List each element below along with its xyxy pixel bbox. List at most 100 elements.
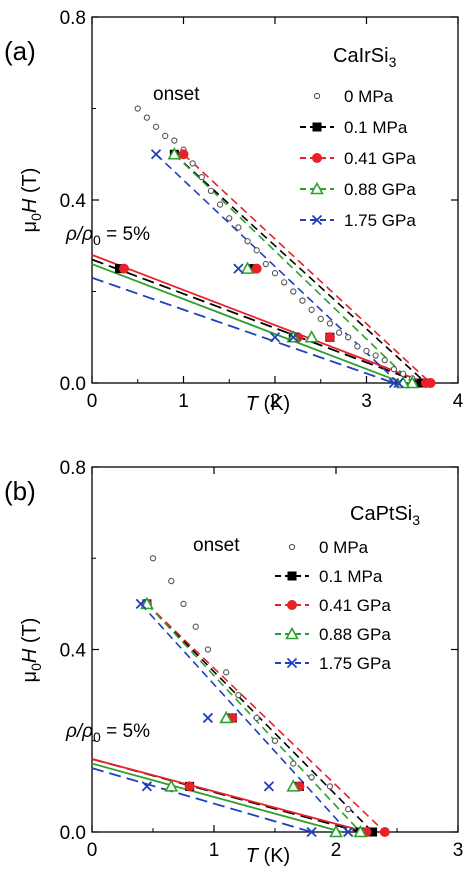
data-point-onset (326, 783, 334, 790)
data-point-onset (167, 147, 182, 160)
data-point-onset (189, 160, 196, 167)
ratio-fit-line (91, 258, 422, 384)
series-0-mpa (134, 105, 416, 382)
data-point-onset (135, 598, 146, 610)
x-axis-unit: (K) (258, 845, 290, 867)
y-axis-title: μ0H (T) (19, 168, 44, 233)
ratio-subscript: 0 (93, 729, 101, 745)
cross-stroke (233, 263, 244, 274)
legend-label: 0 MPa (319, 538, 369, 557)
panel-b: 0 1 2 30.00.40.8T (K)μ0H (T)(b)CaPtSi3onset… (4, 458, 463, 867)
data-point-onset (308, 306, 315, 313)
data-point-onset (343, 826, 354, 838)
y-tick-label: 0.4 (60, 191, 87, 212)
cross-stroke (141, 781, 153, 792)
y-axis-unit: (T) (19, 618, 41, 649)
data-point-onset (280, 279, 288, 286)
legend-marker (312, 153, 322, 163)
y-axis-symbol: H (19, 198, 41, 213)
data-point-onset (290, 288, 297, 295)
x-tick-label: 0 (87, 840, 98, 861)
data-point-onset (253, 247, 260, 254)
legend-marker (288, 543, 296, 551)
data-point-onset (152, 123, 160, 130)
x-axis-title: T (K) (246, 393, 290, 415)
compound-base: CaPtSi (350, 503, 412, 525)
y-axis-unit: (T) (19, 168, 41, 199)
ratio-label: ρ/ρ0 = 5% (65, 224, 150, 248)
x-tick-label: 4 (453, 391, 464, 412)
legend-marker (286, 657, 298, 669)
data-point-onset (235, 224, 242, 231)
x-tick-label: 0 (87, 391, 98, 412)
cross-stroke (286, 657, 298, 669)
data-point-ratio (184, 781, 195, 792)
y-tick-label: 0.4 (60, 641, 87, 662)
ratio-subscript: 0 (93, 232, 101, 248)
data-point-onset (335, 329, 343, 336)
y-tick-label: 0.8 (60, 8, 86, 29)
onset-fit-line (140, 603, 349, 833)
y-axis-symbol: H (19, 648, 41, 663)
legend: 0 MPa 0.1 MPa 0.41 GPa 0.88 GPa 1.75 GPa (300, 87, 416, 230)
compound-label: CaIrSi3 (333, 45, 397, 70)
data-point-onset (393, 377, 404, 389)
data-point-onset (240, 261, 255, 274)
y-axis-mu: μ (19, 221, 41, 233)
x-tick-label: 1 (209, 840, 220, 861)
x-tick-label: 3 (361, 391, 372, 412)
x-axis-title: T (K) (246, 845, 290, 867)
y-axis-mu: μ (19, 671, 41, 683)
onset-fit-line (146, 603, 386, 833)
panel-label: (a) (4, 36, 36, 66)
y-tick-label: 0.0 (60, 374, 86, 395)
data-point-onset (308, 774, 315, 781)
legend-marker (313, 92, 321, 100)
cross-stroke (202, 712, 214, 724)
data-point-onset (134, 105, 141, 112)
x-tick-label: 1 (178, 391, 189, 412)
panel-a: 0 1 2 3 40.00.40.8T (K)μ0H (T)(a) CaIrSi3onse… (4, 8, 464, 415)
ratio-fit-line (91, 767, 312, 833)
y-tick-label: 0.8 (60, 458, 86, 479)
onset-fit-line (173, 153, 427, 384)
y-tick-label: 0.0 (60, 823, 86, 844)
cross-stroke (343, 826, 354, 838)
data-point-onset (304, 330, 319, 343)
data-point-onset (324, 332, 335, 343)
data-point-onset (354, 343, 361, 350)
cross-stroke (135, 598, 146, 610)
legend-marker (287, 571, 297, 581)
x-axis-symbol: T (246, 845, 260, 867)
compound-base: CaIrSi (333, 45, 389, 67)
series-1.75-gpa (150, 149, 404, 389)
ratio-fit-line (91, 758, 367, 833)
y-axis-subscript: 0 (28, 213, 44, 221)
cross-stroke (306, 826, 317, 838)
data-point-ratio (420, 378, 431, 388)
data-point-onset (204, 646, 212, 653)
data-point-onset (202, 712, 214, 724)
onset-fit-line (173, 153, 413, 384)
data-point-onset (178, 149, 189, 160)
data-point-onset (180, 600, 187, 608)
data-point-onset (223, 669, 230, 676)
legend-label: 0.88 GPa (344, 180, 416, 199)
data-point-onset (233, 263, 244, 274)
data-point-onset (381, 356, 388, 364)
data-point-onset (143, 114, 151, 121)
y-axis-title: μ0H (T) (19, 618, 44, 683)
legend-marker (287, 600, 297, 610)
series-0.88-gpa (140, 596, 368, 838)
ratio-rho: ρ/ρ (65, 224, 93, 245)
data-point-onset (207, 187, 215, 194)
data-point-onset (286, 779, 301, 792)
data-point-ratio (306, 826, 317, 838)
panel-label: (b) (4, 476, 36, 506)
legend-marker (310, 181, 324, 195)
data-point-onset (140, 596, 154, 610)
legend: 0 MPa 0.1 MPa 0.41 GPa 0.88 GPa 1.75 GPa (275, 538, 391, 673)
data-point-ratio (329, 824, 343, 838)
data-point-onset (219, 710, 234, 724)
cross-stroke (311, 214, 323, 226)
